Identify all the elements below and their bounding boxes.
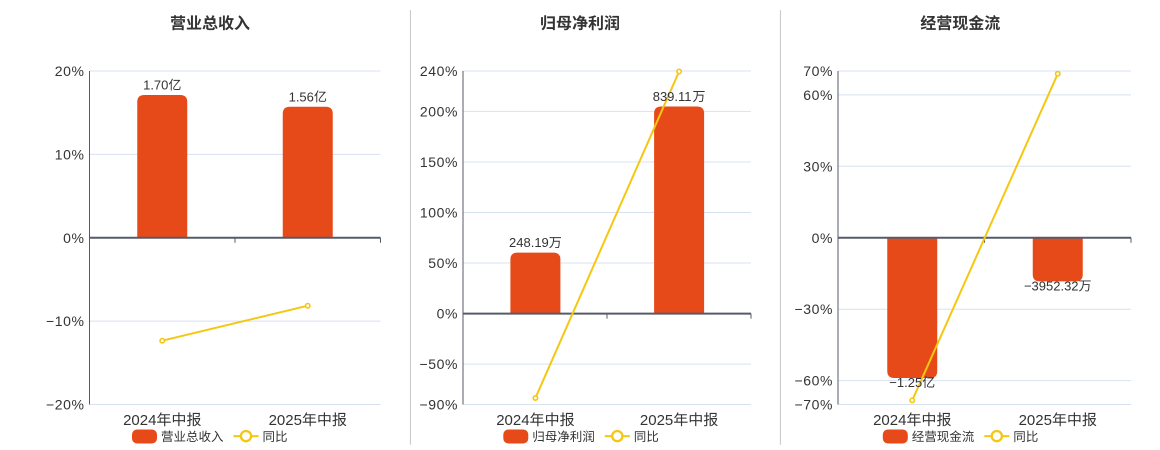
svg-text:2024: 2024 <box>123 412 156 429</box>
svg-text:60%: 60% <box>803 87 833 103</box>
svg-text:200%: 200% <box>420 103 458 119</box>
svg-text:−50%: −50% <box>419 356 458 372</box>
svg-text:240%: 240% <box>420 63 458 79</box>
svg-text:20%: 20% <box>55 63 85 79</box>
svg-text:−90%: −90% <box>419 397 458 413</box>
svg-text:0%: 0% <box>437 306 458 322</box>
svg-text:30%: 30% <box>803 158 833 174</box>
svg-text:−20%: −20% <box>46 397 85 413</box>
svg-text:70%: 70% <box>803 63 833 79</box>
svg-text:0%: 0% <box>63 230 84 246</box>
svg-text:2025: 2025 <box>1019 412 1052 429</box>
svg-text:10%: 10% <box>55 146 85 162</box>
svg-text:248.19: 248.19 <box>509 235 549 250</box>
svg-text:0%: 0% <box>812 230 833 246</box>
svg-text:−10%: −10% <box>46 313 85 329</box>
svg-text:−30%: −30% <box>794 301 833 317</box>
svg-text:2025: 2025 <box>269 412 302 429</box>
svg-text:1.70: 1.70 <box>143 78 168 93</box>
svg-text:100%: 100% <box>420 204 458 220</box>
svg-text:150%: 150% <box>420 154 458 170</box>
svg-text:−70%: −70% <box>794 397 833 413</box>
svg-text:−60%: −60% <box>794 373 833 389</box>
svg-text:2025: 2025 <box>640 412 673 429</box>
svg-text:839.11: 839.11 <box>653 89 692 104</box>
svg-text:1.56: 1.56 <box>289 89 314 104</box>
svg-text:2024: 2024 <box>873 412 906 429</box>
svg-text:2024: 2024 <box>496 412 529 429</box>
svg-text:−1.25: −1.25 <box>889 375 922 390</box>
svg-text:50%: 50% <box>428 255 458 271</box>
svg-text:−3952.32: −3952.32 <box>1024 278 1079 293</box>
